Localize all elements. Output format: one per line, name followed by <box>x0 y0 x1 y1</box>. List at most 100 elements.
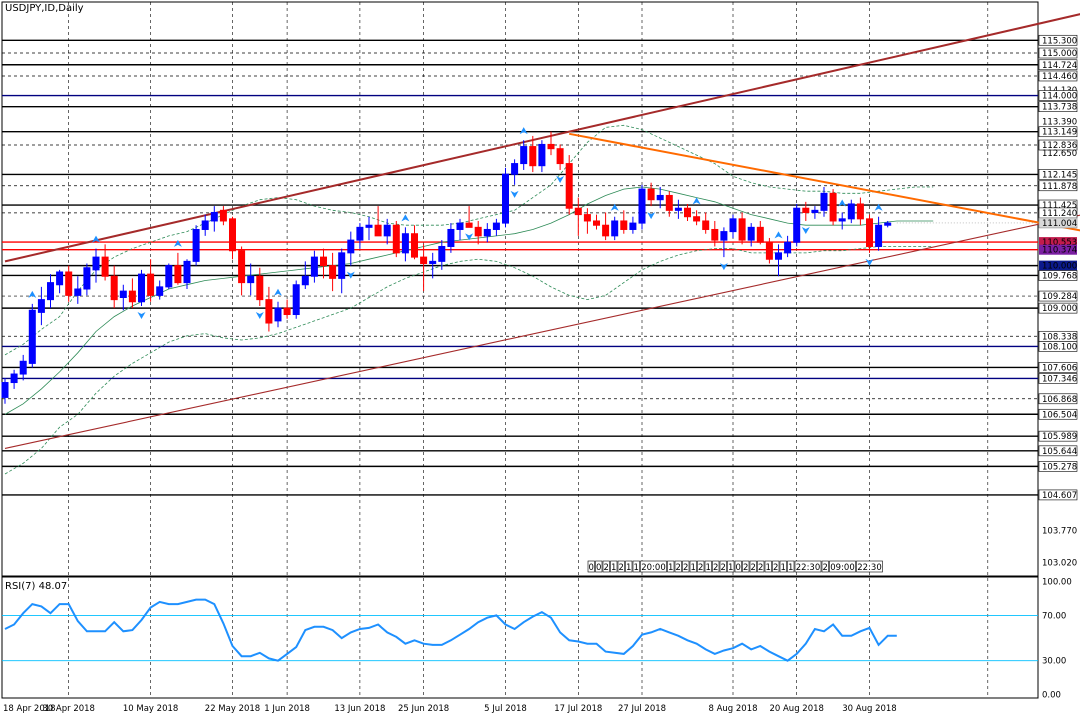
session-cell-label: 1 <box>706 563 711 573</box>
session-cell: 2 <box>697 560 705 573</box>
session-cell: 1 <box>704 560 712 573</box>
price-tick-label: 114.460 <box>1042 72 1077 82</box>
candle <box>838 212 846 230</box>
fractal-down-marker <box>510 190 519 198</box>
session-cell-box <box>772 560 780 573</box>
candle <box>656 186 664 209</box>
price-tag-box <box>1038 34 1078 46</box>
date-tick-label: 13 Jun 2018 <box>334 704 385 714</box>
candle-body <box>720 231 728 241</box>
session-cell-label: 2 <box>713 563 718 573</box>
candle-body <box>656 194 664 201</box>
rsi-series-line <box>4 598 897 662</box>
fractal-up-marker <box>28 290 37 298</box>
price-tick-label: 111.425 <box>1042 201 1077 211</box>
candle-body <box>429 260 437 264</box>
candle-body <box>829 192 837 222</box>
session-cell-box <box>794 560 822 573</box>
price-tick-label: 112.145 <box>1042 170 1077 180</box>
session-cell-label: 20:00 <box>641 563 666 573</box>
candle <box>784 235 792 258</box>
candle <box>165 263 173 289</box>
fractal-down-marker <box>801 226 810 234</box>
session-cell-box <box>610 560 618 573</box>
candle <box>74 276 82 304</box>
candle-body <box>156 286 164 296</box>
session-cell: 2 <box>772 560 780 573</box>
price-tick-label: 111.878 <box>1042 182 1077 192</box>
session-cell-label: 2 <box>758 563 763 573</box>
candle <box>593 214 600 230</box>
price-tick-label: 106.868 <box>1042 395 1077 405</box>
session-cell-box <box>667 560 675 573</box>
candle-body <box>92 256 100 271</box>
session-cell-label: 2 <box>751 563 756 573</box>
price-tag-box <box>1038 445 1078 457</box>
fractal-up-marker <box>401 214 410 222</box>
date-tick-label: 17 Jul 2018 <box>554 704 602 714</box>
price-tag-box <box>1039 260 1077 271</box>
session-cell: 09:00 <box>829 560 856 573</box>
price-tick-label: 105.989 <box>1042 432 1077 442</box>
session-cell-label: 1 <box>781 563 786 573</box>
candle-body <box>747 226 755 241</box>
candle-body <box>292 284 300 316</box>
session-cell-box <box>625 560 633 573</box>
candle-body <box>765 241 773 260</box>
session-cell-label: 1 <box>668 563 673 573</box>
price-tag-box <box>1038 393 1078 405</box>
candle-body <box>210 211 218 222</box>
candle-body <box>529 146 537 167</box>
candle <box>702 212 710 234</box>
candle <box>665 191 673 217</box>
candle <box>465 206 473 228</box>
candle-body <box>229 218 236 252</box>
candle-body <box>1 382 9 398</box>
date-tick-label: 30 Aug 2018 <box>842 704 896 714</box>
price-tag-box <box>1038 70 1078 82</box>
candle-body <box>492 222 500 230</box>
session-cell: 2 <box>821 560 829 573</box>
candle-body <box>474 226 482 237</box>
candle-body <box>174 265 182 284</box>
candle-body <box>10 373 18 384</box>
candle <box>674 199 682 219</box>
candle <box>1 378 9 404</box>
date-tick-label: 25 Jun 2018 <box>398 704 449 714</box>
price-tick-label: 109.000 <box>1042 304 1077 314</box>
session-cell: 2 <box>602 560 610 573</box>
price-tag-box <box>1038 290 1078 302</box>
date-tick-label: 18 Apr 2018 <box>3 704 56 714</box>
price-tag-box <box>1038 270 1078 281</box>
candle <box>847 199 855 224</box>
candle-body <box>456 222 464 230</box>
candle <box>28 303 36 368</box>
candle-body <box>693 216 701 222</box>
candle <box>538 140 546 173</box>
candle <box>738 212 746 245</box>
session-cell-label: 22:30 <box>796 563 821 573</box>
candle <box>65 265 73 302</box>
candle <box>884 220 892 228</box>
fractal-up-marker <box>92 235 100 243</box>
fractal-up-marker <box>774 231 783 239</box>
price-tag-box <box>1038 90 1078 101</box>
candle-body <box>820 192 828 211</box>
session-cell-box <box>757 560 765 573</box>
candle <box>356 223 364 249</box>
date-tick-label: 10 May 2018 <box>123 704 178 714</box>
candle <box>201 214 209 236</box>
candle <box>729 214 737 238</box>
session-cell: 2 <box>749 560 757 573</box>
candle <box>856 197 864 226</box>
session-cell-label: 1 <box>611 563 616 573</box>
price-tick-label: 114.724 <box>1042 61 1077 71</box>
candle-body <box>183 260 191 284</box>
candle-body <box>565 163 573 209</box>
session-cell: 1 <box>764 560 772 573</box>
fractal-down-marker <box>719 263 728 271</box>
fractal-down-marker <box>647 212 656 220</box>
candle-body <box>611 220 619 237</box>
candle <box>647 182 655 207</box>
candle-body <box>593 220 600 226</box>
